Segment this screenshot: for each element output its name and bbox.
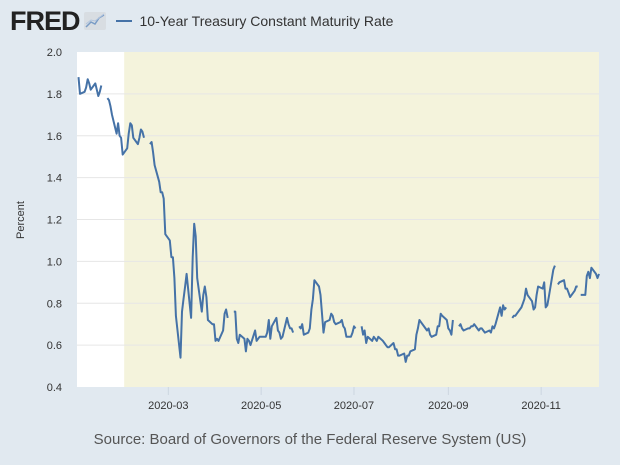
series-line-segment [233, 310, 295, 353]
fred-logo: FRED [10, 5, 80, 36]
series-line-segment [360, 312, 454, 363]
y-tick-label: 0.6 [47, 340, 62, 352]
y-tick-label: 1.2 [47, 215, 62, 227]
y-tick-label: 1.4 [47, 173, 62, 185]
series-line-segment [511, 265, 556, 319]
x-tick-label: 2020-03 [148, 400, 188, 412]
x-tick-label: 2020-05 [241, 400, 281, 412]
legend-swatch [115, 20, 132, 22]
x-tick-label: 2020-09 [428, 400, 468, 412]
fred-graph-icon [83, 12, 106, 30]
y-axis-label: Percent [15, 201, 27, 239]
series-line-segment [77, 77, 103, 97]
y-tick-label: 2.0 [47, 47, 62, 59]
x-tick-label: 2020-07 [334, 400, 374, 412]
y-tick-label: 1.0 [47, 256, 62, 268]
series-line-segment [298, 279, 357, 338]
y-tick-label: 0.4 [47, 382, 62, 394]
legend-label: 10-Year Treasury Constant Maturity Rate [139, 13, 394, 29]
y-tick-label: 1.6 [47, 131, 62, 143]
series-line-segment [580, 266, 600, 296]
source-note: Source: Board of Governors of the Federa… [93, 431, 527, 448]
series-line-segment [106, 97, 145, 156]
y-tick-label: 1.8 [47, 89, 62, 101]
y-tick-label: 0.8 [47, 298, 62, 310]
series-line-segment [557, 279, 578, 298]
series-line-segment [458, 304, 507, 334]
legend: 10-Year Treasury Constant Maturity Rate [115, 13, 394, 29]
chart-header: FRED 10-Year Treasury Constant Maturity … [10, 6, 393, 36]
series-line-segment [149, 141, 229, 359]
x-tick-label: 2020-11 [521, 400, 561, 412]
